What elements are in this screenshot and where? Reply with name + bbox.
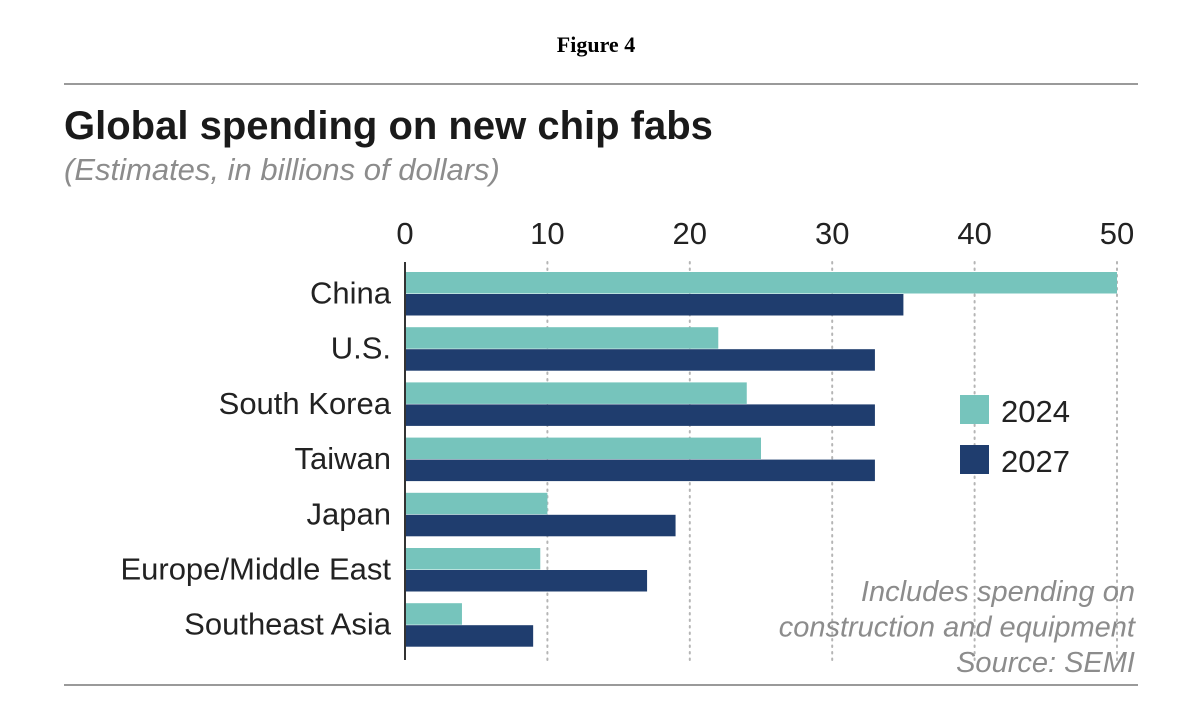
legend-label-2027: 2027 (1001, 444, 1070, 479)
category-label: Japan (307, 496, 391, 531)
bar-2024-japan (405, 492, 548, 515)
bar-2027-japan (405, 514, 676, 537)
bar-2024-china (405, 272, 1117, 294)
category-label: South Korea (219, 386, 392, 421)
bar-2027-u-s- (405, 349, 875, 371)
bar-2027-south-korea (405, 404, 875, 426)
figure-label: Figure 4 (556, 32, 636, 57)
bar-2027-europe-middle-east (405, 570, 648, 592)
top-rule (64, 83, 1138, 85)
x-tick-label-50: 50 (1100, 216, 1134, 251)
bar-2024-u-s- (405, 327, 719, 349)
x-tick-label-10: 10 (530, 216, 564, 251)
bar-2024-europe-middle-east (405, 548, 541, 570)
legend-label-2024: 2024 (1001, 394, 1070, 429)
bar-2024-southeast-asia (405, 603, 462, 625)
category-label: Europe/Middle East (120, 552, 391, 587)
bar-2024-south-korea (405, 382, 747, 404)
legend-swatch-2024 (960, 395, 989, 424)
bar-2027-southeast-asia (405, 625, 534, 647)
bar-2024-taiwan (405, 437, 761, 460)
category-label: Taiwan (295, 441, 392, 476)
category-label: U.S. (331, 331, 391, 366)
legend-swatch-2027 (960, 445, 989, 474)
source-note: Source: SEMI (956, 647, 1135, 679)
bar-2027-china (405, 294, 904, 316)
category-label: China (310, 276, 392, 311)
chart-note: Includes spending on (861, 576, 1135, 608)
x-tick-label-20: 20 (673, 216, 707, 251)
bar-2027-taiwan (405, 459, 875, 482)
x-tick-label-40: 40 (957, 216, 991, 251)
bottom-rule (64, 684, 1138, 686)
chart-title: Global spending on new chip fabs (64, 104, 713, 148)
category-label: Southeast Asia (184, 607, 392, 642)
x-tick-label-0: 0 (396, 216, 413, 251)
chart-note: construction and equipment (779, 612, 1137, 644)
chart-subtitle: (Estimates, in billions of dollars) (64, 152, 500, 187)
x-tick-label-30: 30 (815, 216, 849, 251)
